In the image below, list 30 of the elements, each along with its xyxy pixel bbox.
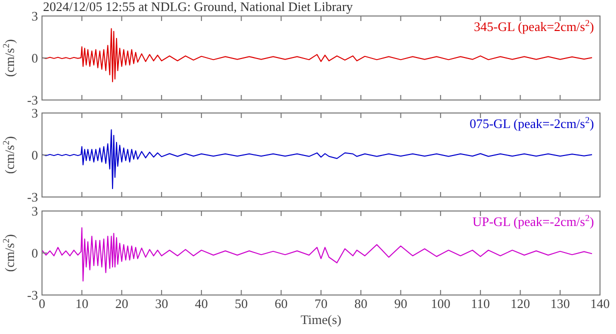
x-tick-label: 100 bbox=[430, 296, 450, 311]
chart-title: 2024/12/05 12:55 at NDLG: Ground, National Diet Library bbox=[43, 0, 354, 14]
x-tick-label: 60 bbox=[274, 296, 288, 311]
x-tick-label: 130 bbox=[550, 296, 570, 311]
y-tick-label: -3 bbox=[27, 288, 38, 302]
x-tick-label: 120 bbox=[510, 296, 530, 311]
y-tick-label: 0 bbox=[32, 50, 38, 66]
x-tick-label: 30 bbox=[155, 296, 168, 311]
x-tick-label: 80 bbox=[354, 296, 368, 311]
y-tick-label: 3 bbox=[32, 106, 38, 120]
y-tick-label: 0 bbox=[32, 148, 38, 162]
line-series bbox=[42, 129, 593, 190]
line-series bbox=[42, 227, 593, 282]
y-tick-label: 0 bbox=[32, 246, 38, 260]
y-tick-label: 3 bbox=[32, 8, 38, 24]
x-tick-label: 50 bbox=[234, 296, 248, 311]
y-tick-label: -3 bbox=[27, 92, 38, 108]
x-tick-label: 110 bbox=[470, 296, 490, 311]
y-tick-label: -3 bbox=[27, 190, 38, 204]
x-axis-title: Time(s) bbox=[300, 312, 342, 327]
x-tick-label: 20 bbox=[115, 296, 128, 311]
series-label: UP-GL (peak=-2cm/s$^{2}$) bbox=[472, 213, 594, 229]
x-tick-label: 140 bbox=[590, 296, 610, 311]
x-tick-label: 10 bbox=[75, 296, 88, 311]
series-label: 345-GL (peak=2cm/s$^{2}$) bbox=[474, 18, 594, 34]
y-tick-label: 3 bbox=[32, 204, 38, 218]
series-label: 075-GL (peak=-2cm/s$^{2}$) bbox=[470, 115, 594, 131]
x-tick-label: 40 bbox=[194, 296, 208, 311]
x-tick-label: 70 bbox=[314, 296, 328, 311]
x-tick-label: 90 bbox=[394, 296, 408, 311]
